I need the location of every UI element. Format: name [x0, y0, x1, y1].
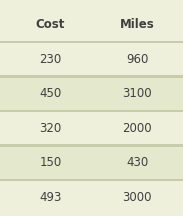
Bar [0, 144, 183, 147]
Text: 320: 320 [39, 122, 61, 135]
Text: Miles: Miles [120, 18, 155, 31]
Text: 430: 430 [126, 156, 148, 169]
Text: 450: 450 [39, 87, 61, 100]
Bar [0, 110, 183, 112]
Bar [0, 75, 183, 78]
Bar [0, 43, 183, 75]
Text: Cost: Cost [36, 18, 65, 31]
Text: 3000: 3000 [122, 191, 152, 204]
Bar [0, 112, 183, 144]
Bar [0, 179, 183, 181]
Bar [0, 181, 183, 213]
Bar [0, 9, 183, 41]
Bar [0, 41, 183, 43]
Text: 960: 960 [126, 53, 148, 66]
Text: 2000: 2000 [122, 122, 152, 135]
Text: 150: 150 [39, 156, 61, 169]
Text: 3100: 3100 [122, 87, 152, 100]
Bar [0, 78, 183, 110]
Bar [0, 147, 183, 179]
Text: 230: 230 [39, 53, 61, 66]
Text: 493: 493 [39, 191, 61, 204]
